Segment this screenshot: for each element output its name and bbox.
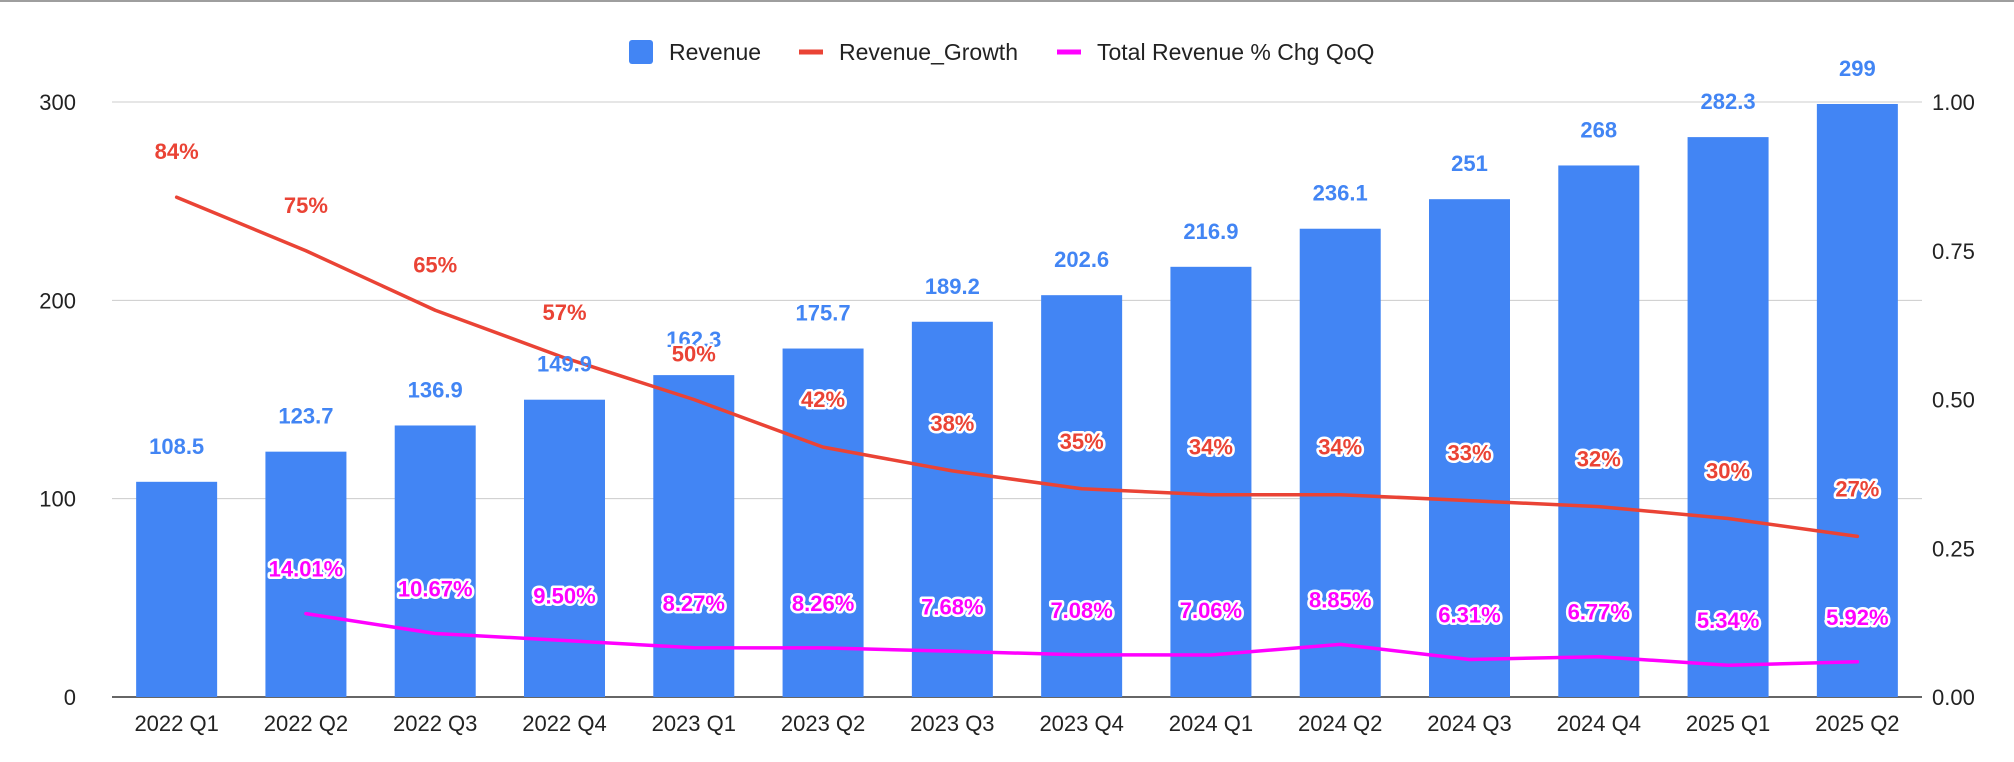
revenue-growth-data-label: 42%: [801, 387, 845, 412]
revenue-bar: [265, 451, 347, 697]
qoq-change-data-label: 7.06%: [1180, 598, 1242, 623]
qoq-change-data-label: 5.34%: [1697, 608, 1759, 633]
y-right-tick-label: 0.75: [1932, 239, 1975, 264]
x-tick-label: 2023 Q2: [781, 711, 865, 736]
revenue-data-label: 202.6: [1054, 247, 1109, 272]
revenue-bar: [1558, 165, 1640, 697]
y-left-tick-label: 0: [64, 685, 76, 710]
revenue-growth-data-label: 65%: [413, 252, 457, 277]
revenue-data-label: 268: [1580, 117, 1617, 142]
y-left-tick-label: 200: [39, 288, 76, 313]
legend-revenue-swatch: [629, 40, 653, 64]
x-tick-label: 2024 Q3: [1427, 711, 1511, 736]
revenue-data-label: 236.1: [1313, 181, 1368, 206]
top-border: [0, 0, 2014, 2]
revenue-data-label: 149.9: [537, 352, 592, 377]
revenue-bar: [1687, 137, 1769, 698]
y-right-tick-label: 0.50: [1932, 388, 1975, 413]
qoq-change-line: [304, 611, 1860, 667]
revenue-data-label: 189.2: [925, 274, 980, 299]
legend-revenue-growth-label: Revenue_Growth: [839, 39, 1018, 65]
revenue-data-label: 299: [1839, 56, 1876, 81]
x-tick-label: 2023 Q1: [652, 711, 736, 736]
y-right-tick-label: 0.00: [1932, 685, 1975, 710]
revenue-bar: [1816, 103, 1898, 697]
x-tick-label: 2025 Q2: [1815, 711, 1899, 736]
qoq-change-data-label: 9.50%: [533, 583, 595, 608]
x-tick-label: 2025 Q1: [1686, 711, 1770, 736]
revenue-data-label: 282.3: [1701, 89, 1756, 114]
legend-revenue-label: Revenue: [669, 39, 761, 65]
x-tick-label: 2022 Q2: [264, 711, 348, 736]
qoq-change-data-label: 5.92%: [1826, 605, 1888, 630]
revenue-data-label: 136.9: [408, 377, 463, 402]
revenue-bar: [1429, 199, 1510, 697]
y-right-tick-label: 1.00: [1932, 90, 1975, 115]
revenue-growth-data-label: 33%: [1447, 441, 1491, 466]
revenue-growth-line: [174, 195, 1860, 539]
y-right-tick-label: 0.25: [1932, 536, 1975, 561]
qoq-change-data-label: 8.26%: [792, 591, 854, 616]
revenue-data-label: 175.7: [796, 301, 851, 326]
revenue-bar: [1299, 228, 1381, 698]
x-tick-label: 2023 Q3: [910, 711, 994, 736]
revenue-bar: [782, 348, 864, 697]
qoq-change-data-label: 14.01%: [269, 557, 344, 582]
revenue-data-label: 123.7: [278, 404, 333, 429]
revenue-bar: [911, 321, 993, 697]
revenue-growth-data-label: 50%: [672, 342, 716, 367]
revenue-growth-data-label: 32%: [1577, 447, 1621, 472]
revenue-growth-data-label: 27%: [1835, 476, 1879, 501]
x-tick-label: 2024 Q4: [1557, 711, 1641, 736]
qoq-change-data-label: 6.77%: [1568, 600, 1630, 625]
x-tick-label: 2022 Q4: [522, 711, 606, 736]
qoq-change-data-label: 8.27%: [663, 591, 725, 616]
x-tick-label: 2023 Q4: [1039, 711, 1123, 736]
revenue-data-label: 216.9: [1183, 219, 1238, 244]
y-left-tick-label: 100: [39, 487, 76, 512]
revenue-growth-data-label: 75%: [284, 193, 328, 218]
x-tick-label: 2022 Q3: [393, 711, 477, 736]
revenue-growth-data-label: 57%: [542, 300, 586, 325]
x-tick-label: 2024 Q2: [1298, 711, 1382, 736]
x-tick-label: 2022 Q1: [134, 711, 218, 736]
qoq-change-data-label: 7.08%: [1050, 598, 1112, 623]
revenue-bar: [653, 375, 735, 697]
revenue-bar: [524, 399, 605, 697]
revenue-growth-data-label: 38%: [930, 411, 974, 436]
revenue-bar: [1041, 295, 1123, 697]
revenue-bar: [394, 425, 476, 697]
revenue-data-label: 108.5: [149, 434, 204, 459]
legend-qoq-change-label: Total Revenue % Chg QoQ: [1097, 39, 1374, 65]
revenue-growth-data-label: 34%: [1189, 435, 1233, 460]
qoq-change-data-label: 6.31%: [1438, 602, 1500, 627]
revenue-data-label: 251: [1451, 151, 1488, 176]
qoq-change-data-label: 10.67%: [398, 577, 473, 602]
revenue-data-label: 162.3: [666, 327, 721, 352]
revenue-bar: [136, 481, 218, 697]
revenue-growth-data-label: 34%: [1318, 435, 1362, 460]
x-tick-label: 2024 Q1: [1169, 711, 1253, 736]
revenue-growth-data-label: 35%: [1060, 429, 1104, 454]
qoq-change-data-label: 8.85%: [1309, 587, 1371, 612]
revenue-growth-data-label: 84%: [155, 139, 199, 164]
qoq-change-data-label: 7.68%: [921, 594, 983, 619]
revenue-bar: [1170, 266, 1252, 697]
y-left-tick-label: 300: [39, 90, 76, 115]
revenue-growth-data-label: 30%: [1706, 459, 1750, 484]
